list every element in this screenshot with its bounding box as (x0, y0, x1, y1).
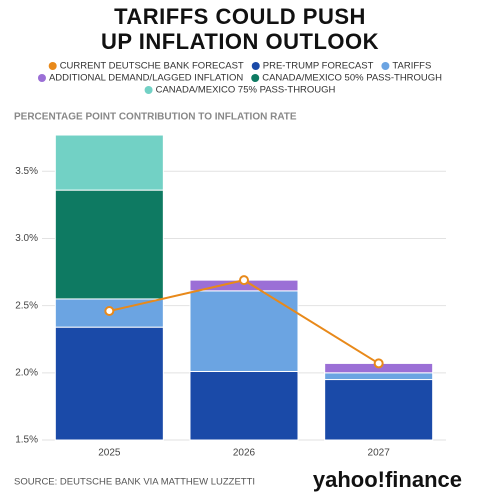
source: SOURCE: DEUTSCHE BANK VIA MATTHEW LUZZET… (14, 477, 255, 488)
legend-label: CANADA/MEXICO 75% PASS-THROUGH (156, 85, 336, 96)
logo: yahoo!finance (313, 467, 462, 492)
y-tick-label: 3.0% (15, 233, 38, 244)
legend-label: CURRENT DEUTSCHE BANK FORECAST (60, 61, 244, 72)
y-tick-label: 1.5% (15, 435, 38, 446)
legend-swatch (48, 62, 57, 70)
legend-row: CURRENT DEUTSCHE BANK FORECAST PRE-TRUMP … (48, 61, 431, 72)
chart-title: UP INFLATION OUTLOOK (101, 29, 379, 54)
y-axis-label: PERCENTAGE POINT CONTRIBUTION TO INFLATI… (14, 112, 297, 123)
bar-segment (54, 326, 164, 441)
legend-label: CANADA/MEXICO 50% PASS-THROUGH (262, 73, 442, 84)
legend-swatch (144, 86, 153, 94)
y-tick-label: 3.5% (15, 166, 38, 177)
x-tick-label: 2026 (233, 448, 256, 459)
legend-label: PRE-TRUMP FORECAST (263, 61, 374, 72)
bar-segment (54, 134, 164, 191)
chart-title: TARIFFS COULD PUSH (114, 4, 366, 29)
legend-swatch (251, 62, 260, 70)
legend-row: ADDITIONAL DEMAND/LAGGED INFLATION CANADA… (37, 73, 442, 84)
bar-segment (54, 189, 164, 300)
bar-segment (324, 372, 434, 381)
legend-row: CANADA/MEXICO 75% PASS-THROUGH (144, 85, 336, 96)
bar-segment (324, 379, 434, 441)
line-point (239, 275, 249, 286)
legend-label: ADDITIONAL DEMAND/LAGGED INFLATION (49, 73, 243, 84)
line-point (104, 306, 115, 317)
line-point (373, 358, 384, 369)
legend-label: TARIFFS (392, 61, 431, 72)
y-tick-label: 2.0% (15, 367, 38, 378)
legend-swatch (37, 74, 46, 82)
legend-swatch (251, 74, 260, 82)
bar-segment (189, 370, 299, 441)
x-tick-label: 2027 (368, 448, 391, 459)
legend-swatch (381, 62, 390, 70)
y-tick-label: 2.5% (15, 300, 38, 311)
x-tick-label: 2025 (98, 448, 121, 459)
bar-segment (189, 290, 299, 372)
